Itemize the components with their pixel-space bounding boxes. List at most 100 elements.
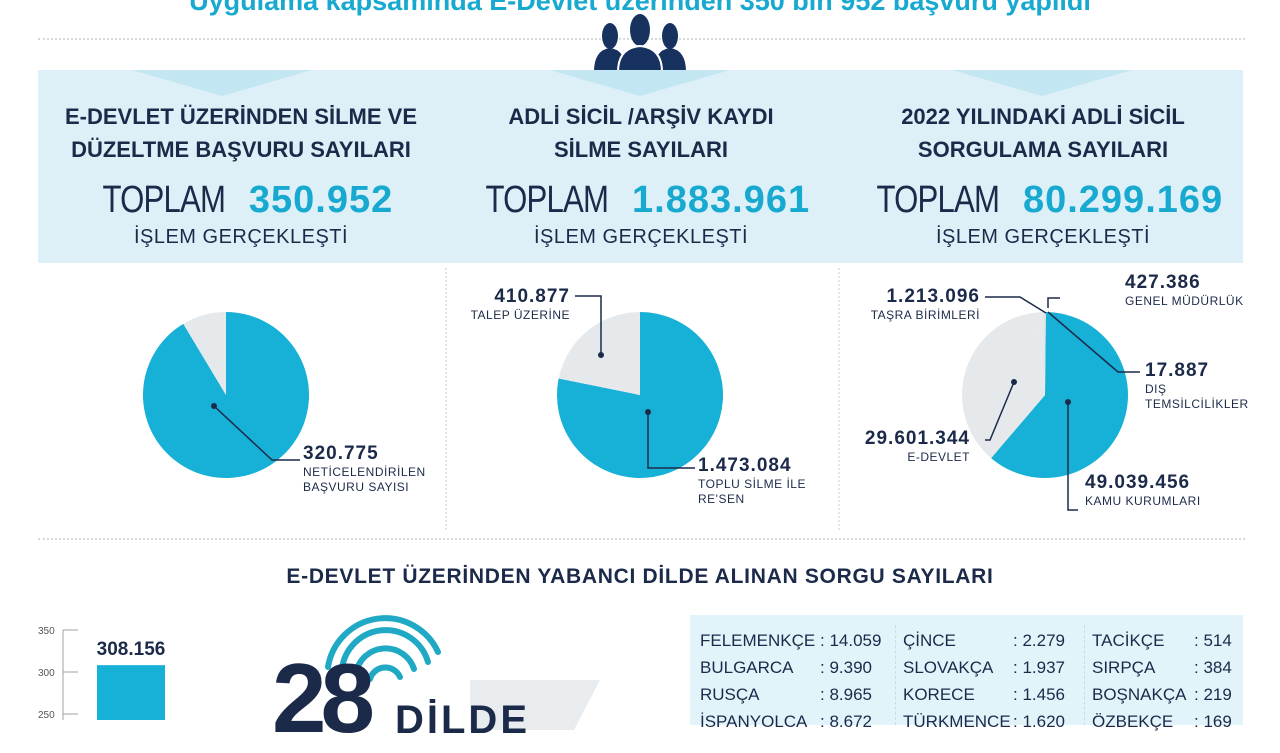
panel-heading: ADLİ SİCİL /ARŞİV KAYDI SİLME SAYILARI xyxy=(508,104,774,162)
decor-triangle xyxy=(952,70,1132,96)
language-count-value: 169 xyxy=(1203,712,1232,731)
language-row: SIRPÇA: 384 xyxy=(1092,654,1232,681)
language-count-value: 1.937 xyxy=(1022,658,1065,677)
pie-label: 1.213.096 TAŞRA BİRİMLERİ xyxy=(870,286,980,322)
language-word: DİLDE xyxy=(395,698,530,742)
language-row: FELEMENKÇE: 14.059 xyxy=(700,627,881,654)
bar-value-label: 308.156 xyxy=(97,639,166,660)
language-name: KORECE xyxy=(903,685,975,704)
language-count: 28 xyxy=(272,643,375,753)
pie-slice xyxy=(962,312,1045,459)
language-table xyxy=(690,615,1243,725)
section-title: E-DEVLET ÜZERİNDEN YABANCI DİLDE ALINAN … xyxy=(286,565,994,588)
done-label: İŞLEM GERÇEKLEŞTİ xyxy=(533,226,749,248)
panel-heading: 2022 YILINDAKİ ADLİ SİCİL SORGULAMA SAYIL… xyxy=(901,104,1185,162)
pie-label: 29.601.344 E-DEVLET xyxy=(864,428,970,464)
separator: : xyxy=(1194,685,1204,704)
people-group-icon xyxy=(594,14,686,72)
language-column: TACİKÇE: 514 SIRPÇA: 384 BOŞNAKÇA: 219 ÖZBE… xyxy=(1092,627,1232,735)
pie-label: 320.775 NETİCELENDİRİLEN BAŞVURU SAYISI xyxy=(303,443,426,494)
total-value: 350.952 xyxy=(248,179,394,221)
language-row: ÇİNCE: 2.279 xyxy=(903,627,1065,654)
pie-label: 49.039.456 KAMU KURUMLARI xyxy=(1085,472,1201,508)
language-name: BOŞNAKÇA xyxy=(1092,685,1187,704)
separator: : xyxy=(820,712,830,731)
totals-band xyxy=(38,70,1243,263)
panel-edevlet: E-DEVLET ÜZERİNDEN SİLME VE DÜZELTME BAŞV… xyxy=(42,100,440,249)
pie-label: 427.386 GENEL MÜDÜRLÜK xyxy=(1125,272,1244,308)
divider xyxy=(895,625,896,725)
language-count-value: 9.390 xyxy=(829,658,872,677)
separator: : xyxy=(1194,631,1204,650)
language-column: ÇİNCE: 2.279 SLOVAKÇA: 1.937 KORECE: 1.456… xyxy=(903,627,1065,735)
total-label: TOPLAM xyxy=(102,179,225,221)
divider xyxy=(445,268,447,530)
done-label: İŞLEM GERÇEKLEŞTİ xyxy=(935,226,1151,248)
language-row: BOŞNAKÇA: 219 xyxy=(1092,681,1232,708)
pie-slice xyxy=(1043,312,1046,395)
language-count-value: 8.672 xyxy=(829,712,872,731)
page-title: Uygulama kapsamında E-Devlet üzerinden 3… xyxy=(189,0,1091,16)
language-row: BULGARCA: 9.390 xyxy=(700,654,881,681)
panel-sorgulama: 2022 YILINDAKİ ADLİ SİCİL SORGULAMA SAYIL… xyxy=(844,100,1242,249)
pie-slice xyxy=(1045,312,1046,395)
language-count-value: 514 xyxy=(1203,631,1232,650)
pie-label: 410.877 TALEP ÜZERİNE xyxy=(470,286,570,322)
divider xyxy=(838,268,840,530)
bar xyxy=(97,665,165,720)
language-row: TÜRKMENCE: 1.620 xyxy=(903,708,1065,735)
separator: : xyxy=(1013,712,1023,731)
y-tick-label: 250 xyxy=(38,710,55,720)
language-column: FELEMENKÇE: 14.059 BULGARCA: 9.390 RUSÇA: … xyxy=(700,627,881,735)
language-count-value: 219 xyxy=(1203,685,1232,704)
decor-triangle xyxy=(132,70,312,96)
panel-heading: E-DEVLET ÜZERİNDEN SİLME VE DÜZELTME BAŞV… xyxy=(64,104,418,162)
language-row: SLOVAKÇA: 1.937 xyxy=(903,654,1065,681)
decor-triangle xyxy=(550,70,730,96)
separator: : xyxy=(820,631,830,650)
separator: : xyxy=(1194,712,1204,731)
total-label: TOPLAM xyxy=(876,179,999,221)
language-row: İSPANYOLCA: 8.672 xyxy=(700,708,881,735)
panel-adli-sicil: ADLİ SİCİL /ARŞİV KAYDI SİLME SAYILARI TO… xyxy=(442,100,840,249)
separator: : xyxy=(1013,658,1023,677)
language-name: RUSÇA xyxy=(700,685,760,704)
language-row: KORECE: 1.456 xyxy=(903,681,1065,708)
separator: : xyxy=(1013,631,1023,650)
language-row: TACİKÇE: 514 xyxy=(1092,627,1232,654)
bar-chart: 350 300 250 308.156 xyxy=(38,626,166,720)
done-label: İŞLEM GERÇEKLEŞTİ xyxy=(133,226,349,248)
language-count-value: 384 xyxy=(1203,658,1232,677)
pie-slice xyxy=(183,312,226,395)
language-row: ÖZBEKÇE: 169 xyxy=(1092,708,1232,735)
divider xyxy=(1084,625,1085,725)
pie-charts xyxy=(143,295,1140,511)
divider xyxy=(38,538,1245,540)
language-name: ÇİNCE xyxy=(903,631,956,650)
language-name: TACİKÇE xyxy=(1092,631,1165,650)
pie-slice xyxy=(991,312,1128,478)
total-label: TOPLAM xyxy=(485,179,609,221)
pie-label: 1.473.084 TOPLU SİLME İLE RE'SEN xyxy=(698,455,806,506)
language-count-value: 1.456 xyxy=(1022,685,1065,704)
pie-slice xyxy=(1035,312,1045,395)
language-count-value: 14.059 xyxy=(829,631,882,650)
separator: : xyxy=(1194,658,1204,677)
language-name: SLOVAKÇA xyxy=(903,658,994,677)
y-tick-label: 300 xyxy=(38,668,55,679)
language-name: ÖZBEKÇE xyxy=(1092,712,1174,731)
language-name: FELEMENKÇE xyxy=(700,631,816,650)
y-tick-label: 350 xyxy=(38,626,55,637)
language-name: BULGARCA xyxy=(700,658,794,677)
pie-label: 17.887 DIŞ TEMSİLCİLİKLER xyxy=(1145,360,1249,411)
separator: : xyxy=(1013,685,1023,704)
leader-lines xyxy=(213,295,1140,511)
language-name: TÜRKMENCE xyxy=(903,712,1011,731)
language-row: RUSÇA: 8.965 xyxy=(700,681,881,708)
separator: : xyxy=(820,658,830,677)
language-name: İSPANYOLCA xyxy=(700,712,808,731)
language-count-value: 8.965 xyxy=(829,685,872,704)
total-value: 1.883.961 xyxy=(632,179,811,221)
language-name: SIRPÇA xyxy=(1092,658,1156,677)
fingerprint-icon xyxy=(325,615,441,682)
